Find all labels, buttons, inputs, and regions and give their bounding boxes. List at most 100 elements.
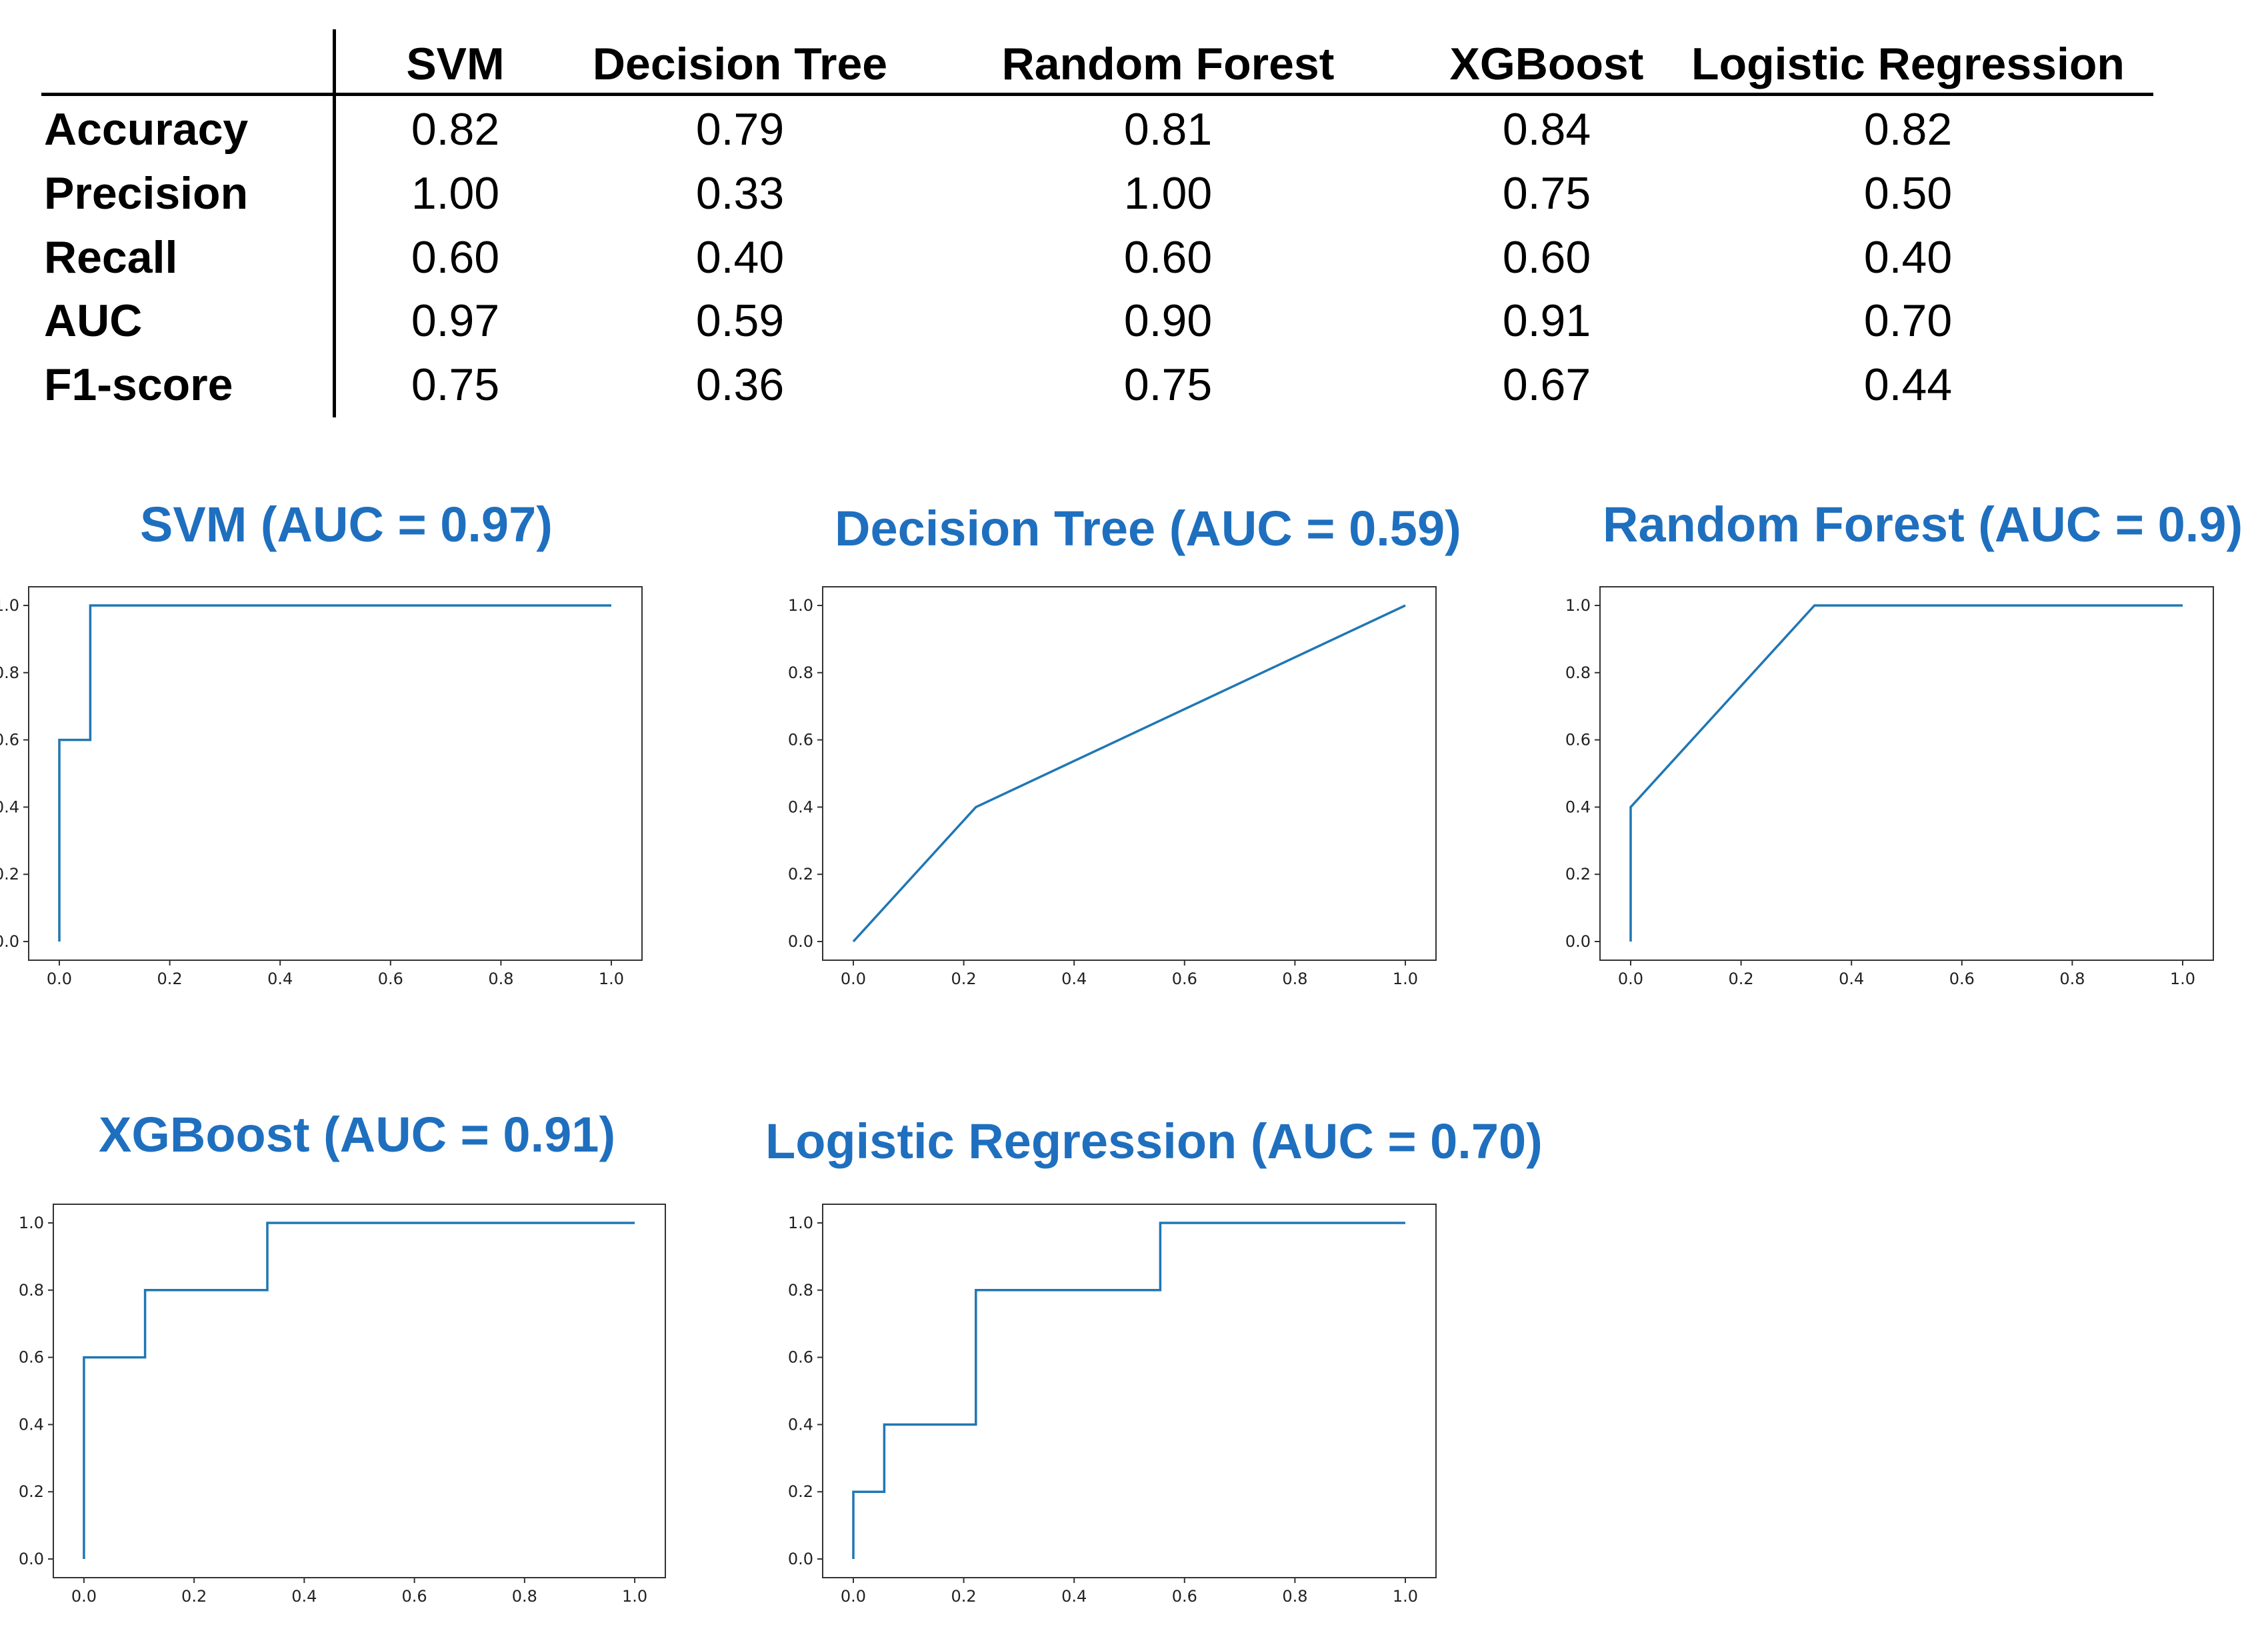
roc-curve [83,1222,635,1559]
y-tick-label: 0.6 [788,731,813,749]
x-tick-label: 0.6 [1949,970,1975,988]
col-header-svm: SVM [406,39,505,89]
y-tick-label: 0.2 [1565,865,1591,884]
plot-frame [1599,586,2214,961]
x-tick-label: 0.0 [47,970,72,988]
table-cell: 0.60 [411,232,500,283]
x-tick-label: 1.0 [1393,970,1418,988]
col-header-xgboost: XGBoost [1449,39,1644,89]
metrics-table: SVM Decision Tree Random Forest XGBoost … [0,0,2268,427]
roc-curve [58,604,611,942]
x-tick-label: 1.0 [622,1587,647,1606]
plot-frame [822,1204,1437,1578]
plot-frame [28,586,643,961]
x-tick-label: 0.8 [1282,1587,1307,1606]
plot-frame [822,586,1437,961]
y-tick-label: 0.6 [1565,731,1591,749]
table-cell: 0.75 [1123,359,1213,410]
row-label-precision: Precision [44,168,249,219]
y-tick-label: 0.8 [0,663,19,682]
table-cell: 0.70 [1863,295,1953,346]
chart-title: XGBoost (AUC = 0.91) [99,1107,616,1162]
x-tick-label: 0.8 [512,1587,537,1606]
y-tick-label: 0.4 [0,797,19,816]
table-cell: 0.50 [1863,168,1953,219]
x-tick-label: 0.8 [1282,970,1307,988]
table-cell: 0.84 [1502,104,1591,155]
table-cell: 0.91 [1502,295,1591,346]
x-tick-label: 0.6 [1172,1587,1197,1606]
y-tick-label: 0.4 [1565,797,1591,816]
table-cell: 0.44 [1863,359,1953,410]
y-tick-label: 0.8 [19,1281,44,1300]
table-cell: 0.60 [1123,232,1213,283]
y-tick-label: 0.0 [1565,932,1591,951]
col-header-logreg: Logistic Regression [1691,39,2125,89]
table-cell: 0.40 [695,232,785,283]
y-tick-label: 0.2 [0,865,19,884]
x-tick-label: 0.2 [157,970,183,988]
y-tick-label: 0.2 [788,865,813,884]
x-tick-label: 0.6 [378,970,403,988]
x-tick-label: 0.4 [1061,1587,1087,1606]
chart-title: SVM (AUC = 0.97) [140,497,553,552]
table-cell: 0.59 [695,295,785,346]
y-tick-label: 1.0 [19,1214,44,1232]
x-tick-label: 0.0 [841,1587,866,1606]
chart-title: Decision Tree (AUC = 0.59) [835,501,1461,556]
table-cell: 0.90 [1123,295,1213,346]
x-tick-label: 0.8 [488,970,513,988]
header-rule [41,93,2153,96]
y-tick-label: 0.0 [788,932,813,951]
roc-curve [852,604,1406,943]
y-tick-label: 0.8 [788,1281,813,1300]
table-cell: 0.75 [1502,168,1591,219]
row-label-f1-score: F1-score [44,359,233,410]
table-cell: 1.00 [1123,168,1213,219]
table-cell: 0.33 [695,168,785,219]
y-tick-label: 0.0 [19,1550,44,1568]
x-tick-label: 0.4 [1061,970,1087,988]
x-tick-label: 1.0 [2170,970,2195,988]
table-cell: 0.82 [1863,104,1953,155]
roc-curve [852,1222,1405,1559]
x-tick-label: 0.2 [951,1587,977,1606]
row-label-rule [333,29,336,417]
y-tick-label: 0.0 [0,932,19,951]
x-tick-label: 0.4 [267,970,293,988]
x-tick-label: 0.6 [1172,970,1197,988]
table-cell: 0.79 [695,104,785,155]
y-tick-label: 0.8 [1565,663,1591,682]
table-cell: 0.60 [1502,232,1591,283]
y-tick-label: 0.4 [788,797,813,816]
y-tick-label: 0.6 [0,731,19,749]
y-tick-label: 0.4 [19,1415,44,1434]
y-tick-label: 0.0 [788,1550,813,1568]
row-label-recall: Recall [44,232,178,283]
table-cell: 0.81 [1123,104,1213,155]
table-cell: 0.75 [411,359,500,410]
x-tick-label: 0.2 [951,970,977,988]
x-tick-label: 0.6 [402,1587,427,1606]
col-header-rforest: Random Forest [1001,39,1335,89]
table-cell: 0.97 [411,295,500,346]
x-tick-label: 1.0 [1393,1587,1418,1606]
x-tick-label: 1.0 [599,970,624,988]
y-tick-label: 1.0 [1565,596,1591,615]
x-tick-label: 0.2 [1729,970,1754,988]
y-tick-label: 0.6 [788,1348,813,1367]
y-tick-label: 1.0 [788,596,813,615]
y-tick-label: 0.2 [788,1482,813,1501]
x-tick-label: 0.2 [181,1587,207,1606]
y-tick-label: 0.6 [19,1348,44,1367]
x-tick-label: 0.0 [1618,970,1643,988]
x-tick-label: 0.4 [291,1587,317,1606]
y-tick-label: 1.0 [0,596,19,615]
row-label-auc: AUC [44,295,143,346]
x-tick-label: 0.0 [71,1587,97,1606]
